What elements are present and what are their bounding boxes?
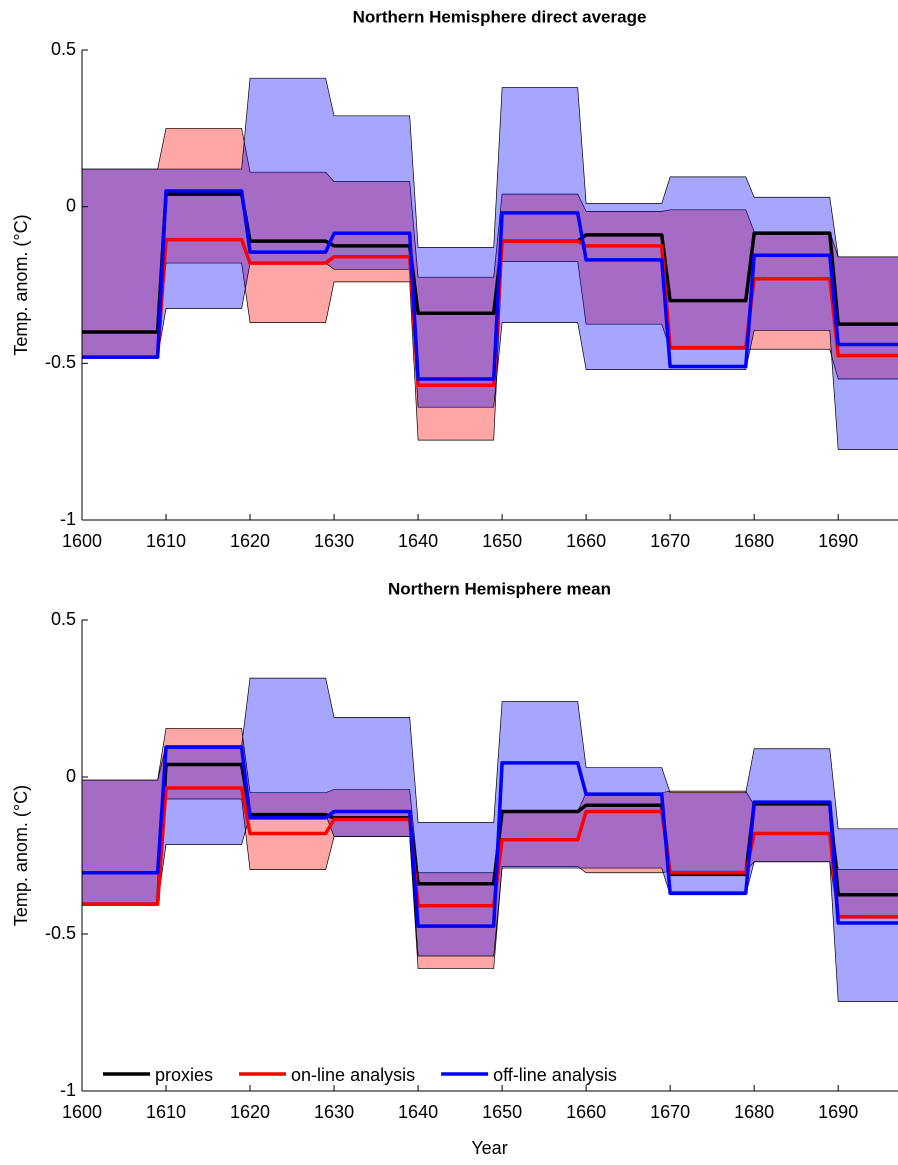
- x-axis-label: Year: [471, 1138, 507, 1158]
- y-axis-label: Temp. anom. (°C): [11, 785, 31, 926]
- y-tick-label: -0.5: [45, 352, 76, 372]
- x-tick-label: 1610: [146, 531, 186, 551]
- y-axis-label: Temp. anom. (°C): [11, 214, 31, 355]
- x-tick-label: 1620: [230, 531, 270, 551]
- x-tick-label: 1680: [734, 1102, 774, 1122]
- x-tick-label: 1640: [398, 1102, 438, 1122]
- x-tick-label: 1630: [314, 1102, 354, 1122]
- plot-area: [82, 677, 898, 1002]
- plot-area: [82, 77, 898, 450]
- x-tick-label: 1690: [818, 531, 858, 551]
- uncertainty-band: [82, 677, 898, 1002]
- uncertainty-band: [82, 727, 898, 969]
- x-tick-label: 1620: [230, 1102, 270, 1122]
- x-tick-label: 1630: [314, 531, 354, 551]
- x-tick-label: 1660: [566, 531, 606, 551]
- x-tick-label: 1650: [482, 531, 522, 551]
- uncertainty-band: [82, 127, 898, 441]
- legend-label: proxies: [155, 1065, 213, 1085]
- y-tick-label: 0: [66, 195, 76, 215]
- legend: proxies on-line analysis off-line analysis: [103, 1065, 617, 1085]
- subplot: -1 -0.5 0 0.5 1600 1610 1620 1630 1640 1650 1660 16…: [11, 7, 898, 551]
- x-tick-label: 1650: [482, 1102, 522, 1122]
- y-tick-label: 0.5: [51, 39, 76, 59]
- y-tick-label: -1: [60, 509, 76, 529]
- series-line: [82, 189, 898, 381]
- x-tick-label: 1640: [398, 531, 438, 551]
- x-tick-label: 1600: [62, 531, 102, 551]
- y-tick-label: 0.5: [51, 609, 76, 629]
- x-tick-label: 1600: [62, 1102, 102, 1122]
- legend-label: off-line analysis: [493, 1065, 617, 1085]
- x-tick-label: 1610: [146, 1102, 186, 1122]
- x-tick-label: 1670: [650, 531, 690, 551]
- subplot: -1 -0.5 0 0.5 1600 1610 1620 1630 1640 1650 1660 16…: [11, 579, 898, 1158]
- y-tick-label: -0.5: [45, 923, 76, 943]
- y-tick-label: 0: [66, 766, 76, 786]
- x-tick-label: 1670: [650, 1102, 690, 1122]
- chart-title: Northern Hemisphere direct average: [353, 7, 647, 26]
- series-line: [82, 745, 898, 928]
- chart-title: Northern Hemisphere mean: [388, 579, 611, 598]
- y-tick-label: -1: [60, 1080, 76, 1100]
- uncertainty-band: [82, 77, 898, 450]
- legend-label: on-line analysis: [291, 1065, 415, 1085]
- x-tick-label: 1660: [566, 1102, 606, 1122]
- x-tick-label: 1690: [818, 1102, 858, 1122]
- x-tick-label: 1680: [734, 531, 774, 551]
